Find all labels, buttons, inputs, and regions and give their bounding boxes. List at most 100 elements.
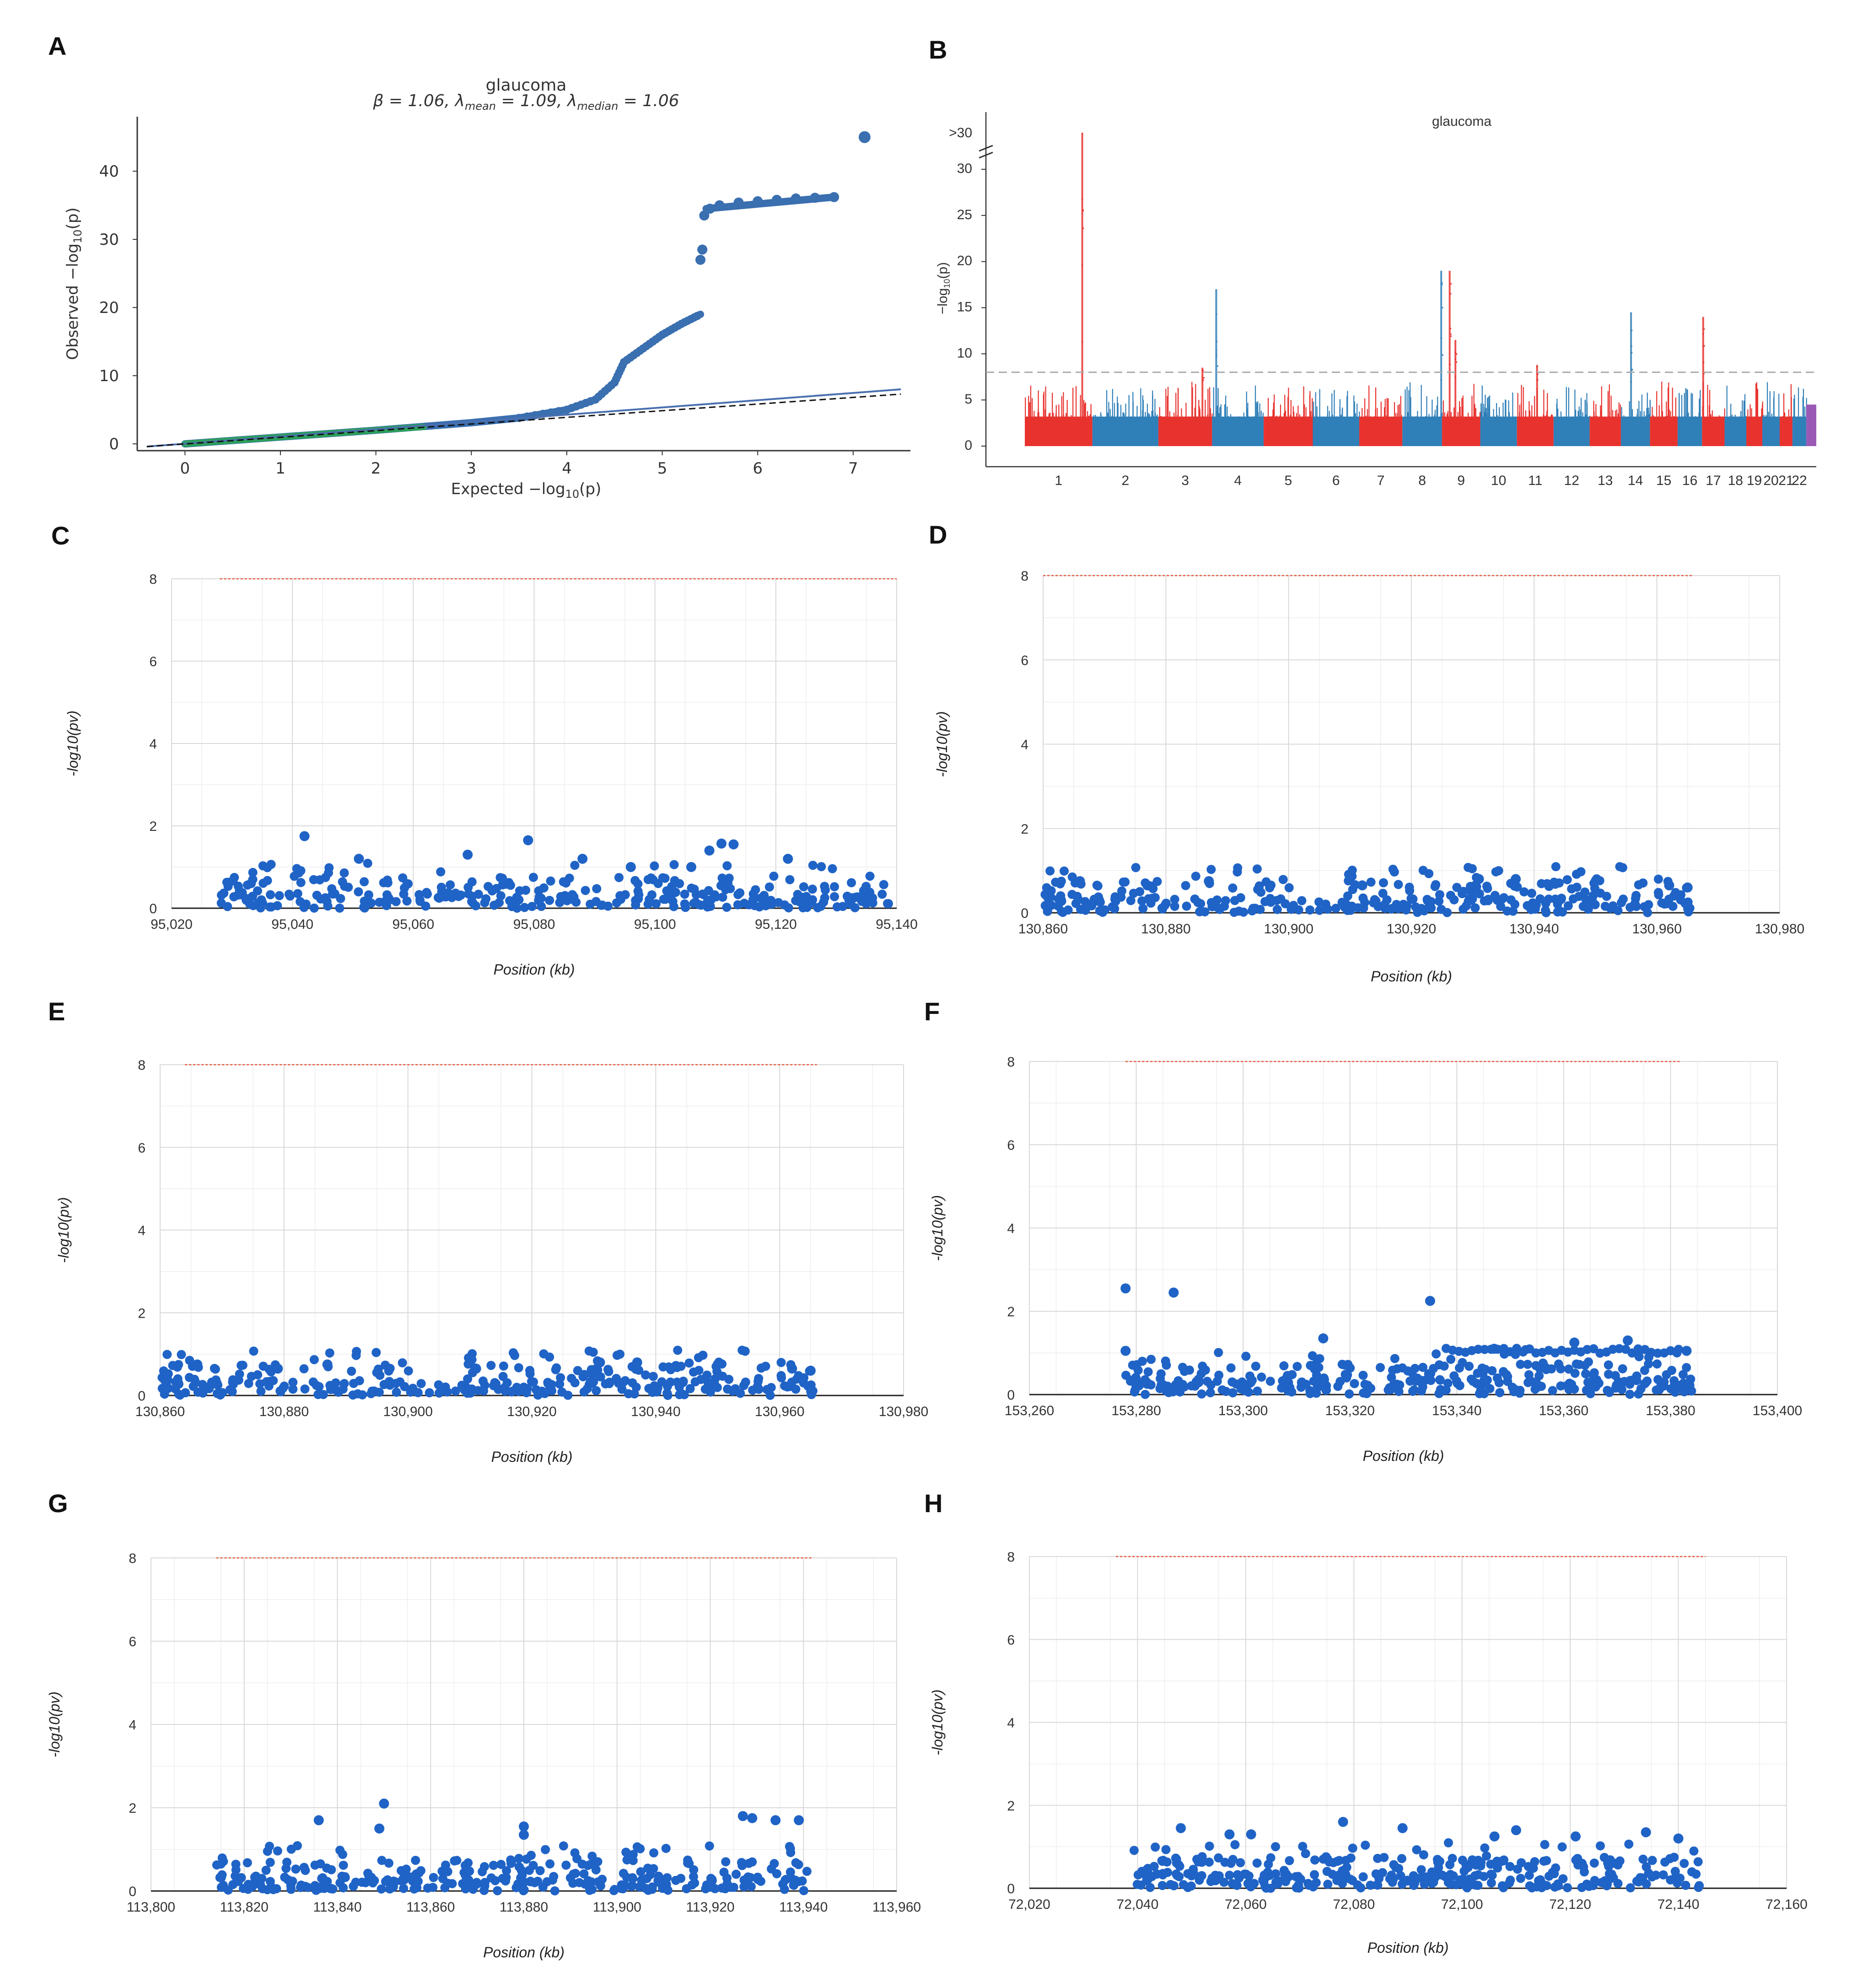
chart-B-snp-mark: [1377, 408, 1378, 417]
chart-H-point: [1673, 1878, 1682, 1888]
chart-C-point: [842, 891, 852, 901]
chart-B-ytick-label: 15: [957, 300, 972, 315]
chart-B-snp-mark: [1386, 415, 1387, 417]
chart-C-point: [467, 877, 477, 887]
chart-D-point: [1544, 894, 1554, 904]
chart-C-xtick-label: 95,060: [392, 917, 434, 932]
chart-D-point: [1499, 893, 1509, 902]
chart-B-snp-mark: [1256, 404, 1258, 417]
chart-G-xtick-label: 113,840: [313, 1900, 361, 1915]
chart-H-point: [1658, 1870, 1668, 1880]
chart-D-point: [1117, 886, 1126, 896]
chart-B-snp-mark: [1356, 404, 1358, 417]
chart-H-xtick-label: 72,140: [1658, 1897, 1700, 1912]
chart-E-point: [514, 1363, 523, 1373]
chart-E-point: [372, 1368, 382, 1377]
chart-D-highlight-point: [1142, 880, 1153, 891]
chart-D-point: [1278, 875, 1288, 884]
chart-G-point: [767, 1864, 776, 1874]
chart-H-point: [1473, 1855, 1483, 1865]
chart-G-point: [517, 1865, 526, 1875]
chart-B-snp-mark: [1607, 391, 1609, 417]
chart-H-ytick-label: 0: [1007, 1881, 1015, 1896]
chart-G-point: [745, 1873, 754, 1882]
chart-C-point: [422, 888, 431, 897]
chart-H-highlight-point: [1570, 1831, 1581, 1842]
chart-D-point: [1110, 894, 1120, 904]
chart-G-point: [721, 1857, 731, 1867]
chart-B-snp-mark: [1681, 394, 1683, 417]
chart-B-snp-mark: [1499, 407, 1500, 417]
chart-B-xtick-label: 11: [1528, 473, 1542, 488]
chart-E-point: [451, 1386, 460, 1396]
chart-H-xtick-label: 72,120: [1549, 1897, 1591, 1912]
chart-C-point: [820, 893, 829, 903]
chart-G-point: [498, 1874, 507, 1883]
chart-B-snp-mark: [1686, 389, 1688, 417]
chart-E-point: [563, 1390, 573, 1400]
chart-B-peak-point: [1082, 210, 1084, 211]
chart-G-point: [357, 1877, 367, 1887]
chart-C-point: [383, 878, 393, 888]
chart-D-point: [1527, 889, 1536, 898]
chart-G-xtick-label: 113,880: [500, 1900, 548, 1915]
chart-B-snp-mark: [1209, 414, 1210, 417]
chart-E-point: [676, 1362, 686, 1371]
chart-H-ytick-label: 6: [1007, 1632, 1015, 1648]
chart-H-point: [1626, 1883, 1635, 1893]
chart-F-point: [1581, 1369, 1590, 1379]
chart-H-point: [1550, 1882, 1560, 1892]
chart-B-chrom-block-2: [1092, 416, 1158, 446]
chart-E-point: [545, 1352, 554, 1362]
chart-G-point: [545, 1859, 555, 1869]
chart-H-point: [1693, 1857, 1703, 1867]
chart-B-snp-mark: [1675, 397, 1676, 417]
chart-D-point: [1470, 903, 1480, 913]
chart-C-highlight-point: [716, 838, 727, 849]
chart-H-point: [1151, 1843, 1160, 1852]
chart-C-point: [829, 882, 839, 892]
chart-B-snp-mark: [1769, 391, 1771, 417]
chart-B-snp-mark: [1185, 403, 1187, 417]
chart-F-ytick-label: 6: [1007, 1138, 1015, 1153]
chart-C-point: [545, 895, 554, 905]
chart-C-highlight-point: [523, 835, 533, 846]
chart-H-point: [1137, 1867, 1146, 1876]
chart-B-snp-mark: [1523, 387, 1524, 417]
chart-B-snp-mark: [1493, 409, 1494, 417]
chart-F-point: [1197, 1389, 1206, 1399]
chart-B-snp-mark: [1142, 399, 1144, 417]
chart-B-snp-mark: [1061, 396, 1062, 417]
chart-H-point: [1147, 1872, 1157, 1881]
chart-B-snp-mark: [1224, 404, 1226, 417]
chart-B-snp-mark: [1304, 404, 1305, 417]
chart-C-point: [733, 900, 743, 910]
chart-G-point: [705, 1841, 714, 1851]
chart-F-point: [1387, 1373, 1396, 1382]
chart-F-point: [1502, 1370, 1511, 1379]
chart-G-point: [364, 1873, 374, 1882]
chart-B-snp-mark: [1755, 383, 1757, 417]
chart-F-point: [1390, 1354, 1399, 1363]
chart-B-snp-mark: [1473, 383, 1475, 417]
chart-C-xtick-label: 95,020: [151, 917, 193, 932]
chart-E-point: [579, 1387, 589, 1397]
chart-D-point: [1535, 894, 1545, 904]
chart-G-point: [338, 1850, 347, 1859]
chart-H-ytick-label: 2: [1007, 1799, 1015, 1814]
chart-H-point: [1470, 1880, 1480, 1890]
chart-F-point: [1547, 1364, 1556, 1374]
chart-H-point: [1310, 1855, 1320, 1865]
chart-G-point: [802, 1867, 812, 1876]
chart-E-point: [215, 1390, 225, 1400]
chart-G-point: [429, 1873, 438, 1882]
chart-B-snp-mark: [1346, 396, 1348, 417]
chart-G-point: [628, 1850, 638, 1859]
chart-C-point: [829, 892, 839, 901]
chart-B-snp-mark: [1284, 394, 1286, 417]
chart-F-point: [1292, 1362, 1302, 1371]
chart-C-point: [748, 895, 758, 905]
chart-B-peak-point: [1450, 333, 1452, 335]
chart-B-snp-mark: [1629, 401, 1630, 417]
chart-B-snp-mark: [1638, 401, 1640, 417]
